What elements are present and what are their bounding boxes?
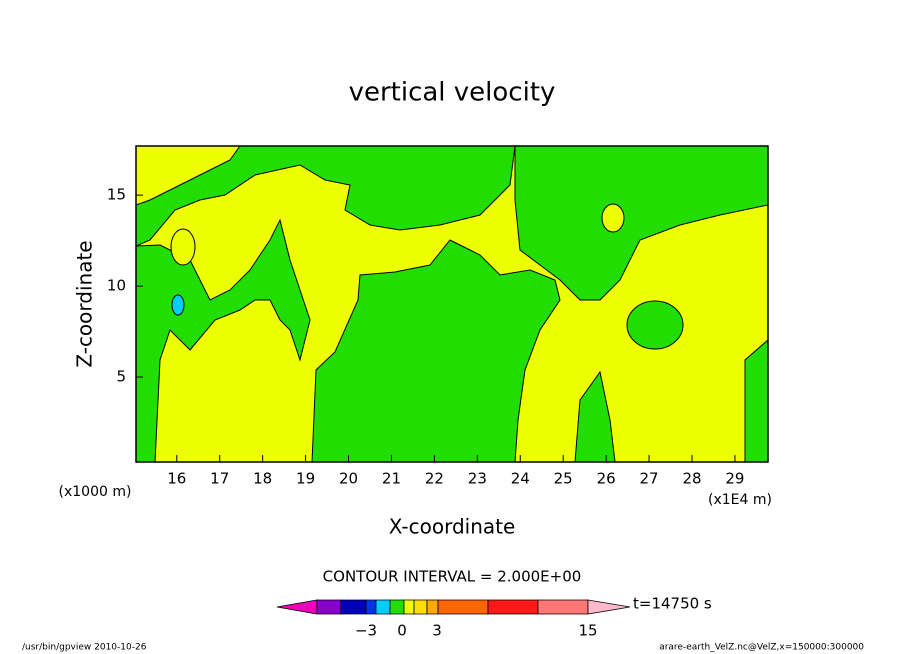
- x-tick-label: 29: [725, 470, 744, 488]
- colorbar-swatch: [340, 599, 367, 615]
- x-tick-label: 26: [597, 470, 616, 488]
- x-unit: (x1E4 m): [708, 492, 772, 508]
- y-tick-label: 5: [116, 368, 126, 386]
- colorbar-tick-label: −3: [355, 622, 377, 640]
- fill-yellow: [170, 228, 196, 266]
- colorbar-swatch: [276, 599, 318, 615]
- colorbar-swatch: [426, 599, 439, 615]
- colorbar-swatch: [389, 599, 405, 615]
- colorbar-swatch: [365, 599, 377, 615]
- y-tick-label: 10: [107, 277, 126, 295]
- fill-yellow: [601, 203, 625, 233]
- colorbar-swatch: [413, 599, 428, 615]
- colorbar-swatch: [437, 599, 489, 615]
- x-tick-label: 17: [210, 470, 229, 488]
- y-axis-label: Z-coordinate: [73, 240, 97, 367]
- x-tick-label: 28: [682, 470, 701, 488]
- colorbar-tick-label: 0: [397, 622, 407, 640]
- colorbar-swatch: [587, 599, 631, 615]
- contour-interval: CONTOUR INTERVAL = 2.000E+00: [323, 568, 582, 586]
- colorbar-tick-label: 3: [432, 622, 442, 640]
- fill-green: [744, 338, 769, 463]
- colorbar-tick-label: 15: [578, 622, 597, 640]
- x-tick-label: 22: [425, 470, 444, 488]
- fill-green: [135, 218, 311, 463]
- plot-frame: [135, 145, 769, 463]
- x-tick-label: 23: [468, 470, 487, 488]
- footer: /usr/bin/gpview 2010-10-26: [22, 643, 147, 653]
- fill-green: [514, 145, 769, 301]
- x-tick-label: 21: [382, 470, 401, 488]
- fill-green: [135, 145, 516, 247]
- x-tick-label: 24: [511, 470, 530, 488]
- fill-green: [626, 300, 684, 350]
- x-axis-label: X-coordinate: [389, 515, 516, 539]
- x-tick-label: 25: [554, 470, 573, 488]
- colorbar-swatch: [403, 599, 415, 615]
- fill-green: [311, 239, 561, 463]
- footer: arare-earth_VelZ.nc@VelZ,x=150000:300000: [659, 643, 864, 653]
- colorbar-swatch: [487, 599, 539, 615]
- colorbar-swatch: [316, 599, 342, 615]
- chart-title: vertical velocity: [349, 78, 556, 108]
- fill-cyan: [171, 294, 185, 316]
- x-tick-label: 16: [167, 470, 186, 488]
- contour-field: [135, 145, 769, 463]
- time-label: t=14750 s: [633, 595, 712, 613]
- colorbar-swatch: [537, 599, 589, 615]
- x-unit: (x1000 m): [59, 484, 132, 500]
- colorbar-swatch: [375, 599, 391, 615]
- y-tick-label: 15: [107, 186, 126, 204]
- x-tick-label: 27: [640, 470, 659, 488]
- x-tick-label: 19: [296, 470, 315, 488]
- x-tick-label: 18: [253, 470, 272, 488]
- x-tick-label: 20: [339, 470, 358, 488]
